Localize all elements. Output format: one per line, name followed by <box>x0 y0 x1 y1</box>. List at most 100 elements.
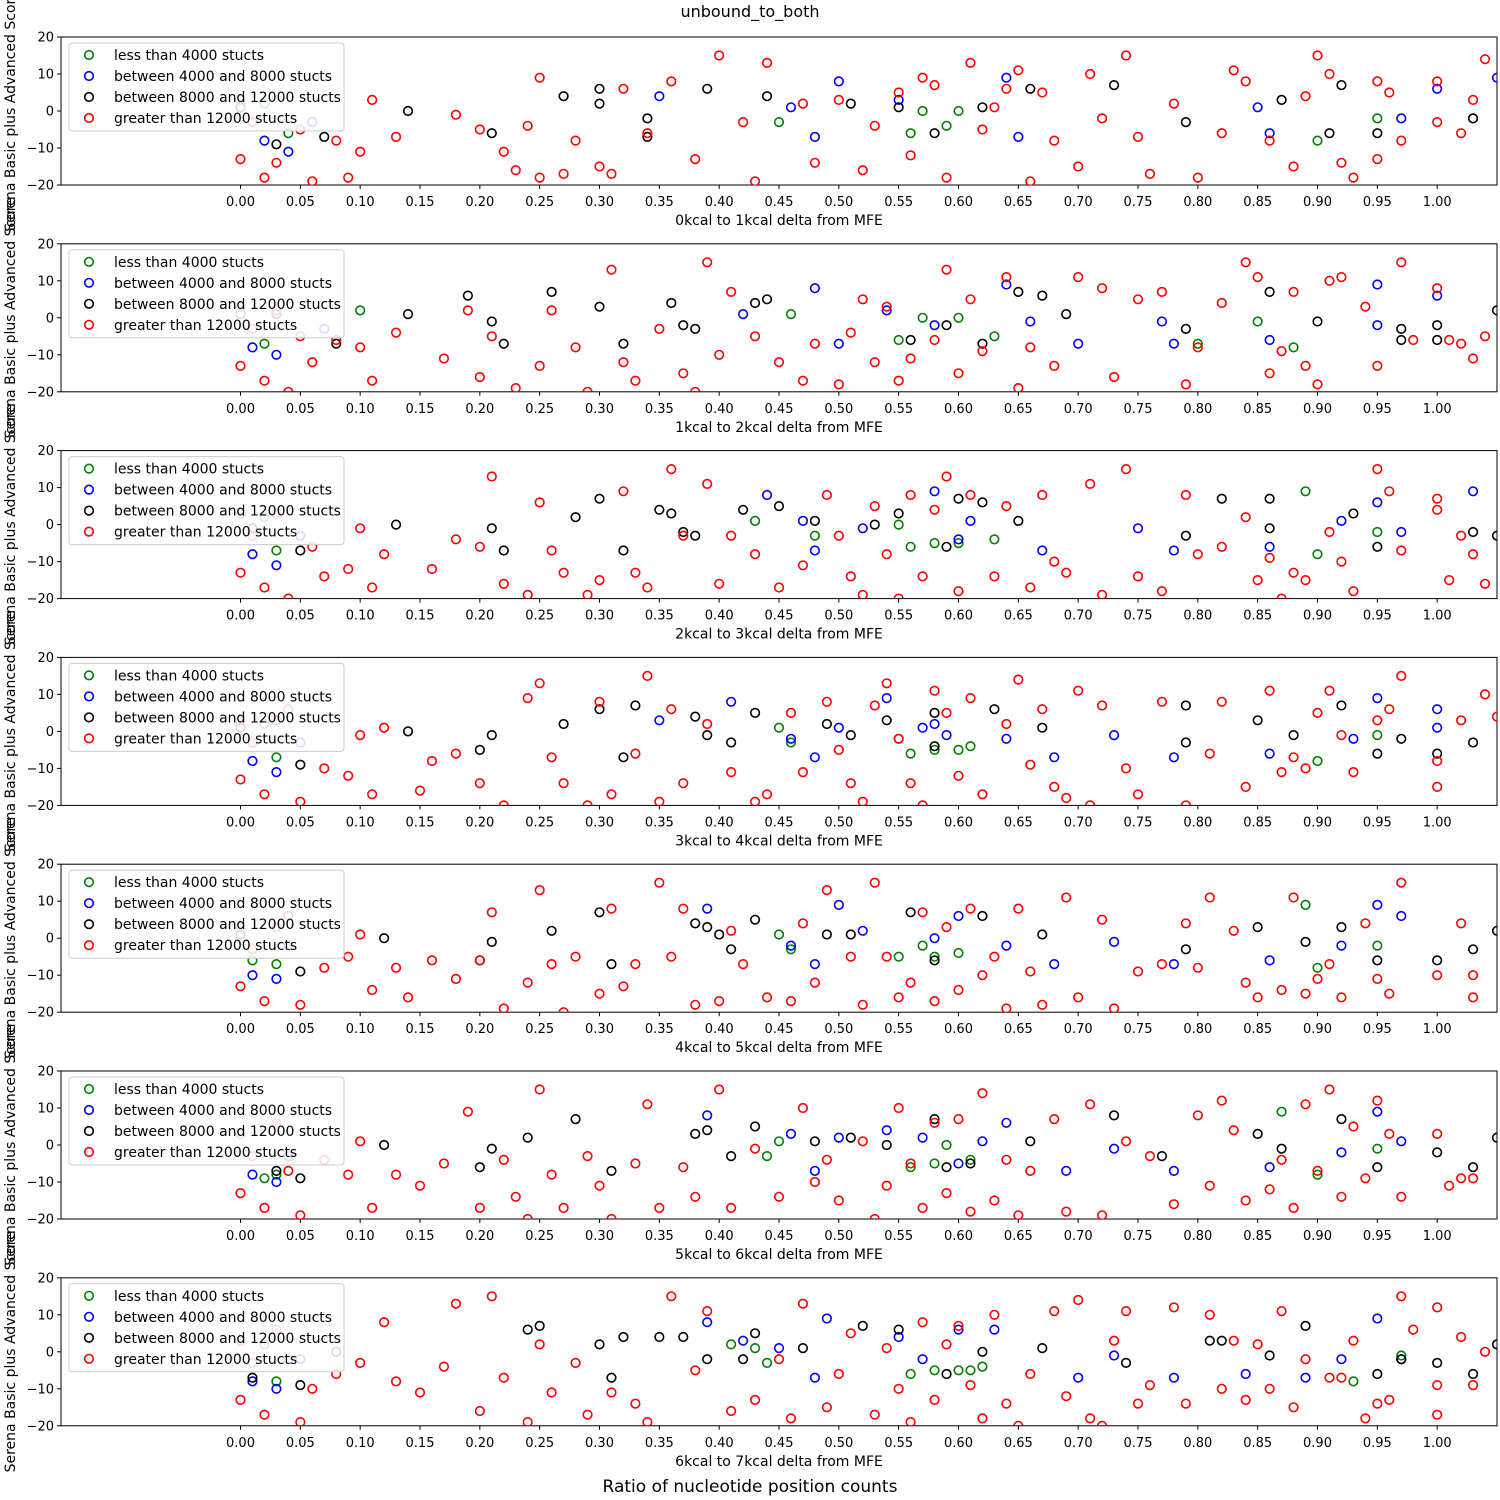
scatter-point <box>414 1387 426 1398</box>
scatter-point <box>809 545 821 556</box>
scatter-point <box>1372 526 1383 538</box>
scatter-point <box>1049 360 1060 372</box>
scatter-point <box>1001 1154 1012 1165</box>
scatter-point <box>929 504 940 515</box>
scatter-point <box>869 120 880 131</box>
x-tick-label: 0.80 <box>1183 815 1212 830</box>
scatter-point <box>893 519 904 530</box>
scatter-point <box>773 1136 785 1147</box>
scatter-point <box>678 526 689 538</box>
scatter-point <box>726 286 737 298</box>
scatter-point <box>1479 578 1491 589</box>
scatter-point <box>1168 545 1179 556</box>
x-tick-label: 0.65 <box>1004 1022 1033 1037</box>
scatter-point <box>1491 925 1497 936</box>
scatter-point <box>1288 1402 1299 1413</box>
scatter-point <box>1037 929 1048 940</box>
subplot-7: 20 10 0 −10 −20 0.00 0.05 0.10 0.15 0.20 0.25 0.30 0… <box>3 1231 1498 1472</box>
scatter-point <box>1108 79 1120 91</box>
scatter-point <box>1288 161 1299 172</box>
scatter-point <box>1336 921 1347 933</box>
scatter-point <box>1324 958 1335 970</box>
scatter-point <box>1467 1173 1479 1184</box>
scatter-point <box>1252 992 1263 1003</box>
legend-label: between 4000 and 8000 stucts <box>114 69 332 85</box>
scatter-point <box>606 789 617 800</box>
scatter-point <box>702 729 713 741</box>
x-tick-label: 0.35 <box>645 815 674 830</box>
scatter-point <box>1300 486 1311 497</box>
scatter-point <box>1252 1339 1263 1350</box>
scatter-point <box>343 770 354 781</box>
scatter-point <box>1432 748 1443 759</box>
scatter-point <box>917 800 928 806</box>
subplot-2: 20 10 0 −10 −20 0.00 0.05 0.10 0.15 0.20 0.25 0.30 0… <box>3 197 1498 438</box>
scatter-point <box>1156 1150 1168 1162</box>
legend-marker <box>83 484 95 495</box>
x-tick-label: 0.20 <box>465 195 494 210</box>
subplot-ylabel: Serena Basic plus Advanced Score <box>3 1231 19 1472</box>
scatter-point <box>534 884 545 896</box>
scatter-point <box>1336 1372 1347 1383</box>
scatter-point <box>271 349 282 360</box>
scatter-point <box>343 1169 354 1180</box>
scatter-point <box>522 589 533 599</box>
scatter-point <box>450 534 462 545</box>
scatter-point <box>953 1365 964 1376</box>
y-tick-label: 0 <box>46 105 54 120</box>
scatter-point <box>1156 286 1168 298</box>
scatter-point <box>522 692 533 704</box>
scatter-point <box>1216 696 1227 707</box>
scatter-point <box>1097 1420 1108 1426</box>
scatter-point <box>761 992 773 1003</box>
scatter-point <box>558 168 569 179</box>
scatter-point <box>893 508 904 519</box>
y-tick-label: 20 <box>37 1271 54 1286</box>
legend-marker <box>83 670 95 681</box>
scatter-point <box>1120 464 1132 475</box>
scatter-point <box>1467 94 1479 105</box>
scatter-point <box>893 1331 904 1343</box>
scatter-point <box>773 722 785 733</box>
scatter-point <box>259 172 270 183</box>
scatter-point <box>594 161 605 172</box>
scatter-point <box>618 83 629 94</box>
scatter-point <box>714 929 725 940</box>
scatter-point <box>785 309 797 320</box>
scatter-point <box>1300 936 1311 948</box>
scatter-point <box>965 903 976 914</box>
scatter-point <box>390 962 402 973</box>
scatter-point <box>1108 729 1120 741</box>
scatter-point <box>271 1376 282 1387</box>
scatter-point <box>761 1150 773 1162</box>
scatter-point <box>929 128 940 139</box>
legend-marker <box>83 898 95 909</box>
scatter-point <box>929 79 940 91</box>
scatter-point <box>1108 1335 1120 1346</box>
scatter-point <box>761 489 773 501</box>
subplot-xlabel: 3kcal to 4kcal delta from MFE <box>675 833 883 849</box>
scatter-point <box>929 1394 940 1405</box>
scatter-point <box>307 1383 318 1394</box>
scatter-point <box>1264 128 1275 139</box>
scatter-point <box>522 1417 533 1426</box>
scatter-point <box>498 800 509 806</box>
scatter-point <box>1144 168 1156 179</box>
scatter-point <box>1180 737 1191 748</box>
scatter-point <box>917 722 928 733</box>
scatter-point <box>1455 715 1467 726</box>
x-tick-label: 0.95 <box>1363 609 1392 624</box>
scatter-point <box>1085 478 1096 490</box>
scatter-point <box>666 464 677 475</box>
x-tick-label: 0.70 <box>1064 195 1093 210</box>
scatter-point <box>1312 707 1323 719</box>
scatter-point <box>833 1368 844 1380</box>
scatter-point <box>785 1413 797 1424</box>
scatter-point <box>235 774 246 785</box>
scatter-point <box>1001 272 1012 283</box>
scatter-point <box>582 386 593 392</box>
scatter-point <box>498 545 509 556</box>
scatter-point <box>965 1379 976 1391</box>
scatter-point <box>690 918 701 929</box>
scatter-point <box>319 763 330 774</box>
